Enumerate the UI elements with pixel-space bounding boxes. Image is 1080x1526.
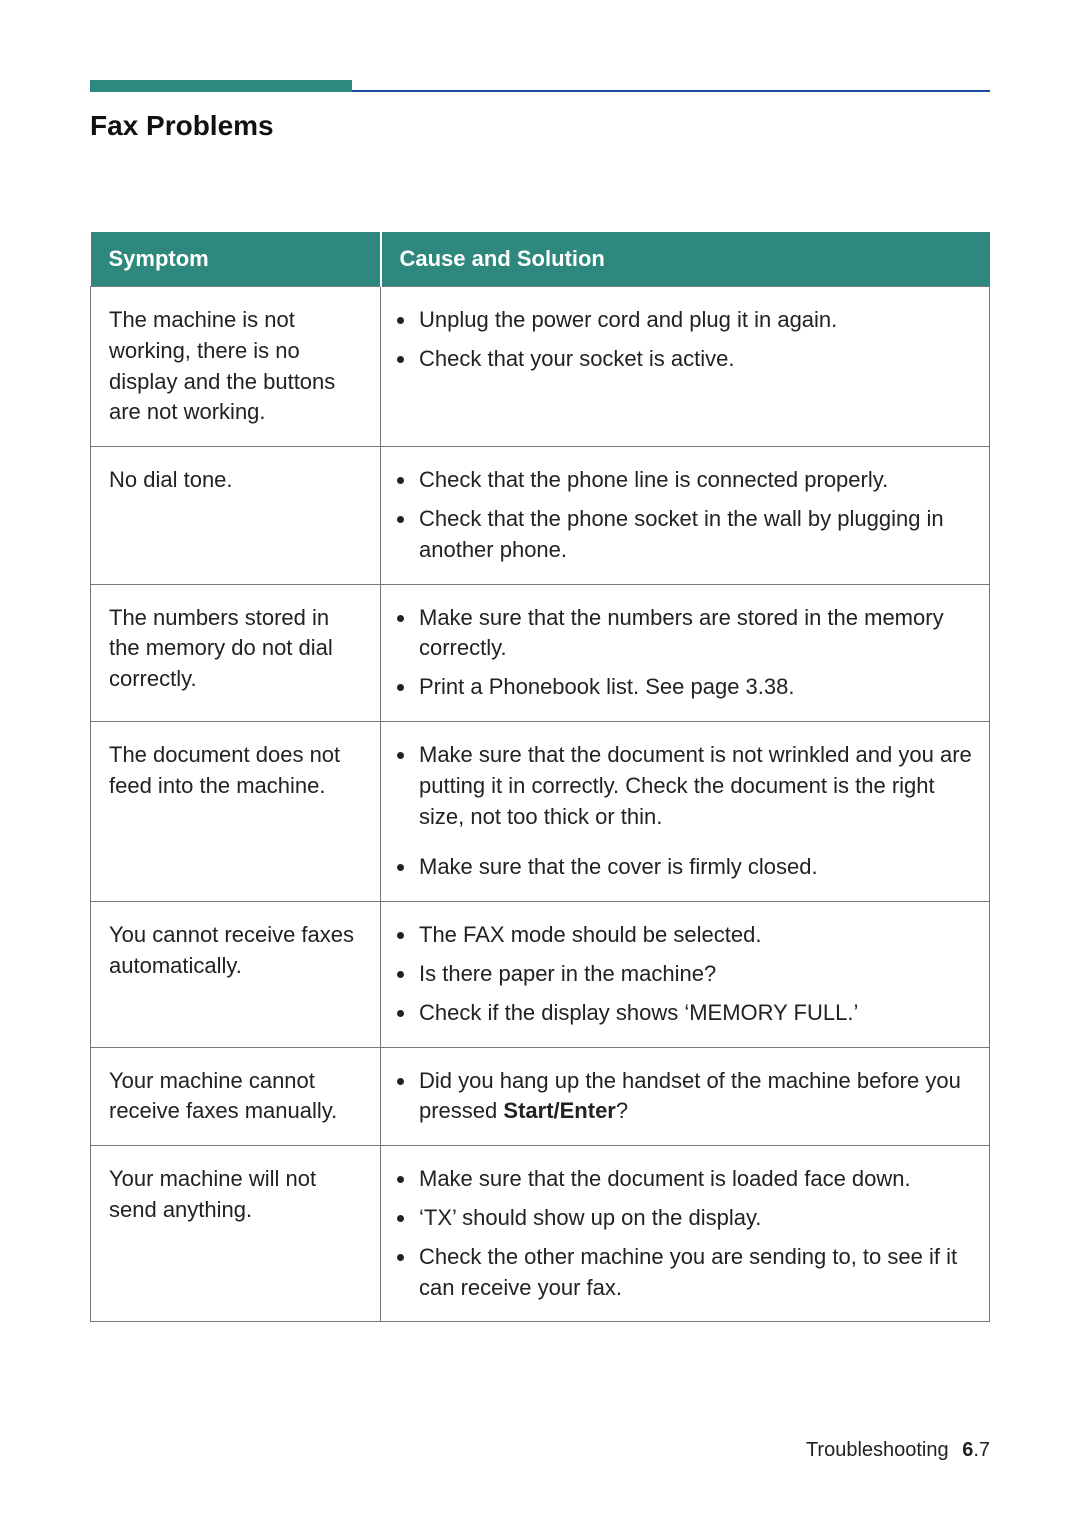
table-row: You cannot receive faxes automatically.T… bbox=[91, 902, 990, 1047]
solution-list: Make sure that the document is not wrink… bbox=[399, 740, 973, 883]
symptom-cell: The document does not feed into the mach… bbox=[91, 721, 381, 901]
header-rule bbox=[90, 80, 990, 92]
solution-item: Is there paper in the machine? bbox=[417, 959, 973, 990]
table-header-symptom: Symptom bbox=[91, 232, 381, 287]
solution-item: Make sure that the numbers are stored in… bbox=[417, 603, 973, 665]
solution-cell: The FAX mode should be selected. Is there… bbox=[381, 902, 990, 1047]
page-footer: Troubleshooting 6.7 bbox=[806, 1439, 990, 1462]
solution-cell: Check that the phone line is connected p… bbox=[381, 447, 990, 584]
footer-pagenum: 7 bbox=[979, 1439, 990, 1461]
solution-item: Make sure that the cover is firmly close… bbox=[417, 852, 973, 883]
solution-cell: Make sure that the numbers are stored in… bbox=[381, 584, 990, 721]
table-header-row: Symptom Cause and Solution bbox=[91, 232, 990, 287]
symptom-cell: No dial tone. bbox=[91, 447, 381, 584]
solution-item: Check that your socket is active. bbox=[417, 344, 973, 375]
header-rule-teal bbox=[90, 80, 352, 92]
solution-item: Check if the display shows ‘MEMORY FULL.… bbox=[417, 998, 973, 1029]
solution-cell: Make sure that the document is not wrink… bbox=[381, 721, 990, 901]
solution-list: Make sure that the numbers are stored in… bbox=[399, 603, 973, 703]
footer-section: Troubleshooting bbox=[806, 1439, 949, 1461]
solution-item: Check the other machine you are sending … bbox=[417, 1242, 973, 1304]
footer-chapter: 6 bbox=[962, 1439, 973, 1461]
solution-list: Unplug the power cord and plug it in aga… bbox=[399, 305, 973, 375]
table-header-solution: Cause and Solution bbox=[381, 232, 990, 287]
solution-cell: Did you hang up the handset of the machi… bbox=[381, 1047, 990, 1146]
solution-cell: Unplug the power cord and plug it in aga… bbox=[381, 287, 990, 447]
table-row: Your machine will not send anything. Make… bbox=[91, 1146, 990, 1322]
troubleshooting-table: Symptom Cause and Solution The machine i… bbox=[90, 232, 990, 1322]
solution-item: Make sure that the document is loaded fa… bbox=[417, 1164, 973, 1195]
solution-item: Make sure that the document is not wrink… bbox=[417, 740, 973, 844]
table-row: The document does not feed into the mach… bbox=[91, 721, 990, 901]
solution-item: Check that the phone socket in the wall … bbox=[417, 504, 973, 566]
symptom-cell: The machine is not working, there is no … bbox=[91, 287, 381, 447]
symptom-cell: Your machine cannot receive faxes manual… bbox=[91, 1047, 381, 1146]
header-rule-blue bbox=[352, 90, 990, 92]
symptom-cell: Your machine will not send anything. bbox=[91, 1146, 381, 1322]
solution-item: The FAX mode should be selected. bbox=[417, 920, 973, 951]
solution-cell: Make sure that the document is loaded fa… bbox=[381, 1146, 990, 1322]
page: Fax Problems Symptom Cause and Solution … bbox=[0, 0, 1080, 1526]
solution-item: Did you hang up the handset of the machi… bbox=[417, 1066, 973, 1128]
section-heading: Fax Problems bbox=[90, 110, 990, 142]
symptom-cell: You cannot receive faxes automatically. bbox=[91, 902, 381, 1047]
solution-list: Did you hang up the handset of the machi… bbox=[399, 1066, 973, 1128]
table-row: No dial tone. Check that the phone line i… bbox=[91, 447, 990, 584]
solution-item: Unplug the power cord and plug it in aga… bbox=[417, 305, 973, 336]
solution-list: Make sure that the document is loaded fa… bbox=[399, 1164, 973, 1303]
symptom-cell: The numbers stored in the memory do not … bbox=[91, 584, 381, 721]
solution-list: Check that the phone line is connected p… bbox=[399, 465, 973, 565]
table-row: The machine is not working, there is no … bbox=[91, 287, 990, 447]
solution-item: Print a Phonebook list. See page 3.38. bbox=[417, 672, 973, 703]
table-row: The numbers stored in the memory do not … bbox=[91, 584, 990, 721]
solution-item: Check that the phone line is connected p… bbox=[417, 465, 973, 496]
solution-list: The FAX mode should be selected. Is there… bbox=[399, 920, 973, 1028]
solution-item: ‘TX’ should show up on the display. bbox=[417, 1203, 973, 1234]
table-row: Your machine cannot receive faxes manual… bbox=[91, 1047, 990, 1146]
